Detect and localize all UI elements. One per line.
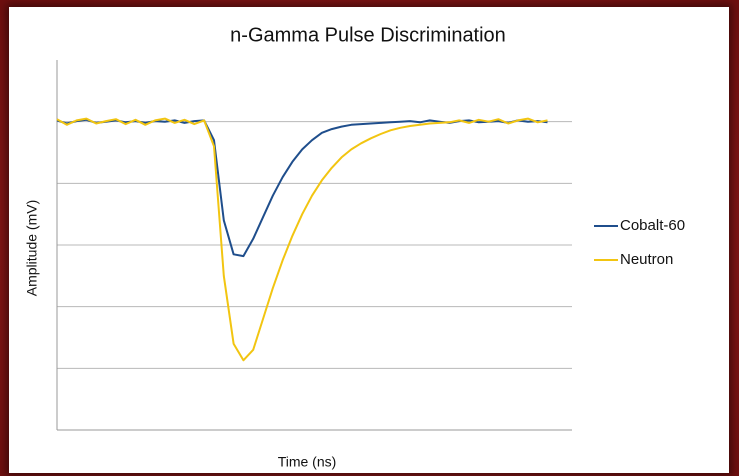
- legend-label: Neutron: [620, 251, 673, 268]
- line-series: [56, 118, 548, 258]
- x-axis-label: Time (ns): [278, 454, 337, 470]
- y-axis-label: Amplitude (mV): [24, 200, 40, 296]
- legend-label: Cobalt-60: [620, 217, 685, 234]
- chart-title: n-Gamma Pulse Discrimination: [230, 24, 506, 46]
- chart-card: [9, 7, 729, 473]
- line-series: [56, 117, 548, 362]
